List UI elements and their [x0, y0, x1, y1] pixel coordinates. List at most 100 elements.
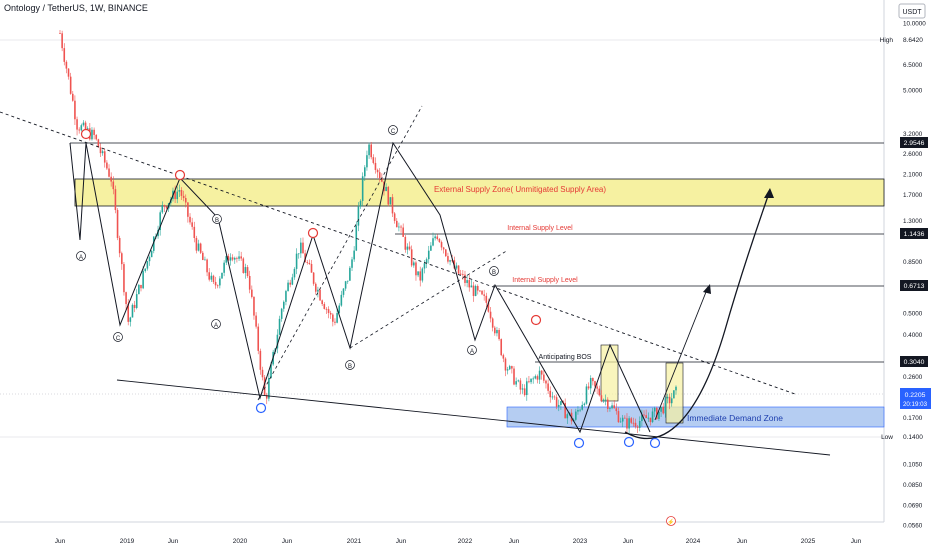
candle-body — [67, 68, 70, 77]
candle-body — [214, 281, 217, 286]
candle-body — [504, 358, 507, 371]
candle-body — [427, 250, 430, 260]
candle-body — [372, 157, 375, 163]
bos-highlight-box — [600, 344, 619, 402]
candle-body — [334, 321, 336, 323]
candle-body — [668, 396, 671, 404]
candle-body — [370, 144, 372, 158]
candle-body — [410, 249, 413, 266]
external-supply-zone-label: External Supply Zone( Unmitigated Supply… — [434, 185, 606, 194]
candle-body — [199, 243, 202, 253]
price-tick-label: 1.7000 — [903, 192, 923, 199]
candle-body — [464, 274, 466, 283]
high-label: High — [880, 37, 894, 44]
candle-body — [594, 381, 596, 387]
candle-body — [112, 181, 115, 190]
candle-body — [434, 236, 436, 239]
candle-body — [406, 246, 409, 250]
candle-body — [265, 394, 268, 399]
wave-label-b-1: B — [215, 218, 219, 224]
price-tick-label: 0.0560 — [903, 523, 923, 530]
candle-body — [74, 100, 76, 120]
price-tick-label: 0.0850 — [903, 482, 923, 489]
candle-body — [628, 418, 630, 429]
candle-body — [121, 253, 123, 265]
candle-body — [219, 278, 221, 286]
candle-body — [336, 312, 338, 323]
candle-body — [560, 401, 562, 405]
candle-body — [342, 288, 345, 295]
wave-label-c-1: C — [116, 336, 121, 342]
candle-body — [402, 227, 404, 237]
candle-body — [395, 220, 398, 228]
candle-body — [280, 308, 283, 319]
candle-body — [611, 405, 613, 409]
candle-body — [195, 238, 198, 251]
candle-body — [566, 414, 569, 419]
candle-body — [242, 258, 245, 273]
wave-label-c-2: C — [391, 129, 396, 135]
candle-body — [481, 290, 483, 295]
candle-body — [649, 417, 652, 423]
candle-body — [506, 369, 509, 371]
candle-body — [131, 304, 134, 318]
candle-body — [619, 421, 622, 423]
candle-body — [472, 285, 475, 296]
currency-button[interactable] — [898, 3, 926, 19]
candle-body — [295, 253, 298, 269]
candle-body — [545, 380, 547, 384]
candle-body — [293, 268, 296, 278]
candle-body — [344, 281, 347, 289]
candle-body — [338, 305, 341, 313]
lightning-event-icon[interactable] — [666, 516, 676, 526]
candle-body — [647, 417, 650, 419]
candle-body — [127, 304, 130, 322]
candle-body — [528, 381, 530, 383]
candle-body — [101, 151, 104, 154]
candle-body — [381, 178, 383, 182]
time-tick-label: 2024 — [686, 538, 701, 545]
price-axis-bg — [884, 0, 932, 550]
sell-hand-icon — [174, 169, 186, 181]
candle-body — [643, 414, 645, 416]
candle-body — [233, 257, 236, 260]
candle-body — [658, 411, 660, 419]
candle-body — [163, 205, 166, 207]
candle-body — [65, 61, 68, 69]
candle-body — [517, 380, 520, 382]
candle-body — [587, 386, 590, 389]
current-price-value: 0.2205 — [905, 392, 926, 399]
candle-body — [285, 291, 287, 302]
candle-body — [532, 378, 534, 380]
low-label: Low — [881, 434, 893, 441]
candle-body — [361, 176, 364, 201]
candle-body — [97, 139, 100, 148]
candle-body — [421, 268, 424, 281]
candle-body — [202, 252, 204, 260]
badge-bg — [900, 356, 928, 367]
candle-body — [340, 294, 343, 306]
candle-body — [511, 366, 513, 369]
candle-body — [189, 216, 191, 223]
time-tick-label: 2020 — [233, 538, 248, 545]
candle-body — [444, 249, 447, 257]
wave-zigzag — [69, 141, 651, 434]
internal-supply-level-1-label: Internal Supply Level — [507, 225, 573, 232]
candle-body — [564, 402, 566, 419]
candle-body — [387, 186, 390, 205]
candle-body — [216, 285, 219, 287]
candle-body — [376, 169, 379, 173]
candle-body — [589, 378, 592, 389]
candle-body — [144, 268, 147, 272]
candle-body — [257, 326, 260, 351]
sell-hand-icon — [307, 227, 319, 239]
price-tick-label: 0.4000 — [903, 332, 923, 339]
wave-label-circle — [467, 345, 477, 355]
candle-body — [491, 318, 494, 328]
wave-label-circle — [113, 332, 123, 342]
candle-body — [71, 93, 74, 101]
candle-body — [645, 415, 647, 419]
candle-body — [212, 275, 215, 282]
time-tick-label: Jun — [737, 538, 748, 545]
